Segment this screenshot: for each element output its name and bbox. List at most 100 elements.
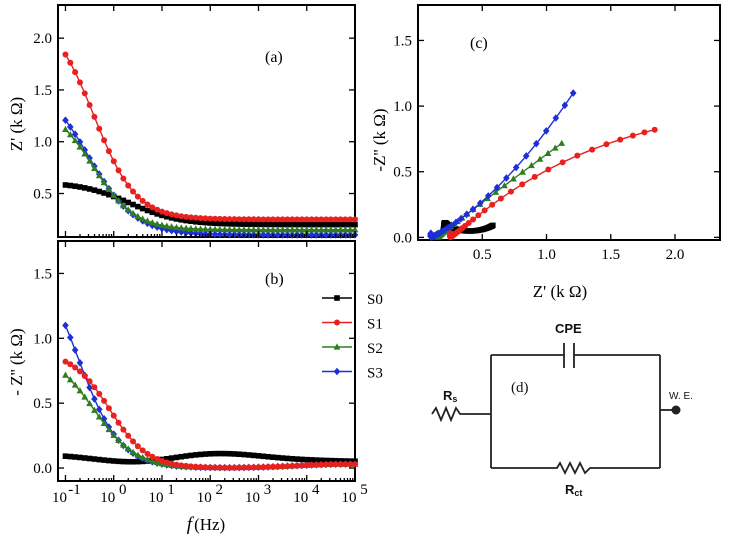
panel-c-point-S1 xyxy=(507,188,514,195)
panel-b-point-S3 xyxy=(91,395,98,403)
panel-c-point-S1 xyxy=(651,126,658,133)
panel-a-series-S1 xyxy=(62,51,358,223)
panel-a-point-S1 xyxy=(265,216,272,223)
panel-a-point-S1 xyxy=(163,210,170,217)
panel-b-point-S0 xyxy=(246,452,252,458)
panel-b-point-S3 xyxy=(86,383,93,392)
panel-a-point-S2 xyxy=(95,172,103,179)
panel-a-point-S1 xyxy=(86,102,93,109)
panel-b-point-S0 xyxy=(221,450,228,457)
panel-b-point-S1 xyxy=(294,462,301,469)
panel-a-point-S0 xyxy=(197,219,204,226)
equivalent-circuit: CPE Rs Rct W. E. (d) xyxy=(414,318,726,500)
panel-a-point-S0 xyxy=(154,211,160,217)
panel-a-point-S2 xyxy=(303,226,311,233)
panel-b-point-S1 xyxy=(245,464,252,471)
panel-a-point-S2 xyxy=(206,225,214,232)
panel-c-point-S1 xyxy=(489,201,496,208)
panel-b-point-S1 xyxy=(192,463,199,470)
panel-b-point-S1 xyxy=(130,438,137,445)
panel-c-point-S1 xyxy=(531,173,538,180)
panel-a-point-S1 xyxy=(284,216,291,223)
panel-c-point-S3 xyxy=(476,199,484,207)
panel-b-point-S2 xyxy=(134,451,142,458)
panel-a-point-S2 xyxy=(134,212,142,220)
panel-a-point-S0 xyxy=(313,221,320,228)
panel-b-point-S0 xyxy=(212,450,218,457)
panel-a-point-S2 xyxy=(284,226,291,233)
panel-c-point-S3 xyxy=(484,192,492,200)
panel-b-point-S1 xyxy=(231,464,238,471)
panel-b-point-S0 xyxy=(86,455,93,462)
panel-b-point-S1 xyxy=(110,412,117,419)
we-label: W. E. xyxy=(669,391,693,402)
panel-a-point-S1 xyxy=(101,137,108,144)
panel-a-point-S0 xyxy=(72,183,78,190)
panel-b-point-S0 xyxy=(250,452,257,459)
panel-a-point-S2 xyxy=(173,223,180,231)
panel-a-point-S0 xyxy=(130,201,136,208)
panel-c-point-S3 xyxy=(463,210,470,219)
panel-b-line-S3 xyxy=(64,325,356,469)
panel-c-point-S2 xyxy=(501,182,508,189)
panel-a-point-S3 xyxy=(211,230,219,239)
panel-b-point-S0 xyxy=(226,450,233,457)
panel-a-point-S2 xyxy=(124,206,132,213)
panel-b-point-S0 xyxy=(168,455,175,461)
panel-b-point-S0 xyxy=(255,453,262,459)
rct-resistor xyxy=(491,460,660,476)
panel-b-point-S3 xyxy=(71,346,79,354)
panel-a-point-S2 xyxy=(279,226,287,233)
panel-a-point-S1 xyxy=(91,113,98,120)
panel-a-ticks: 0.5 1.0 1.5 2.0 xyxy=(33,5,356,237)
panel-c-frame xyxy=(417,4,721,241)
panel-b-point-S3 xyxy=(62,321,69,330)
panel-a-point-S3 xyxy=(202,230,209,238)
panel-a-point-S0 xyxy=(289,221,296,228)
panel-c-xtick-label: 1.5 xyxy=(601,247,620,263)
panel-a-point-S1 xyxy=(303,216,310,223)
panel-b-series xyxy=(62,321,359,472)
panel-a-point-S0 xyxy=(202,219,209,226)
panel-a-point-S1 xyxy=(274,216,281,223)
panel-b-point-S1 xyxy=(308,461,315,468)
panel-a-point-S2 xyxy=(264,226,272,233)
panel-b-point-S0 xyxy=(202,451,209,457)
panel-a-point-S0 xyxy=(62,182,69,188)
panel-c-point-S2 xyxy=(492,188,500,195)
panel-c-point-S1 xyxy=(574,152,581,159)
panel-a-point-S2 xyxy=(293,226,301,233)
panel-b-point-S1 xyxy=(158,457,165,464)
panel-a-point-S2 xyxy=(259,226,267,233)
panel-b-point-S2 xyxy=(144,455,151,463)
panel-a-point-S3 xyxy=(158,224,166,233)
panel-b-point-S1 xyxy=(337,461,344,468)
panel-a-point-S0 xyxy=(284,221,291,228)
panel-b-xtick-label: 10 xyxy=(293,490,308,506)
panel-a-point-S1 xyxy=(178,213,185,220)
panel-b-point-S2 xyxy=(105,425,113,433)
panel-b-point-S1 xyxy=(352,461,358,468)
panel-b-point-S0 xyxy=(62,453,69,459)
panel-a-ytick-label: 2.0 xyxy=(33,31,52,47)
panel-b-point-S0 xyxy=(173,454,180,461)
panel-a-frame xyxy=(57,4,356,238)
panel-b-xtick-label: 10 xyxy=(52,490,67,506)
rs-label: Rs xyxy=(443,388,457,404)
panel-a-point-S1 xyxy=(168,211,175,218)
panel-b-point-S2 xyxy=(119,441,127,448)
legend: S0 S1 S2 S3 xyxy=(322,292,383,382)
panel-a-point-S0 xyxy=(106,191,112,198)
panel-b-point-S1 xyxy=(91,384,98,391)
panel-b-point-S0 xyxy=(115,458,122,465)
panel-a-point-S1 xyxy=(313,216,320,223)
panel-a-point-S3 xyxy=(313,231,320,239)
panel-b-xtick-exponent: 4 xyxy=(312,482,320,498)
f-unit: (Hz) xyxy=(194,515,225,534)
panel-a-point-S1 xyxy=(130,188,137,195)
panel-c-point-S3 xyxy=(444,223,452,232)
panel-a-point-S0 xyxy=(347,221,353,228)
panel-b-point-S1 xyxy=(269,463,276,470)
panel-b-point-S1 xyxy=(332,461,339,468)
panel-c-point-S1 xyxy=(589,146,596,153)
